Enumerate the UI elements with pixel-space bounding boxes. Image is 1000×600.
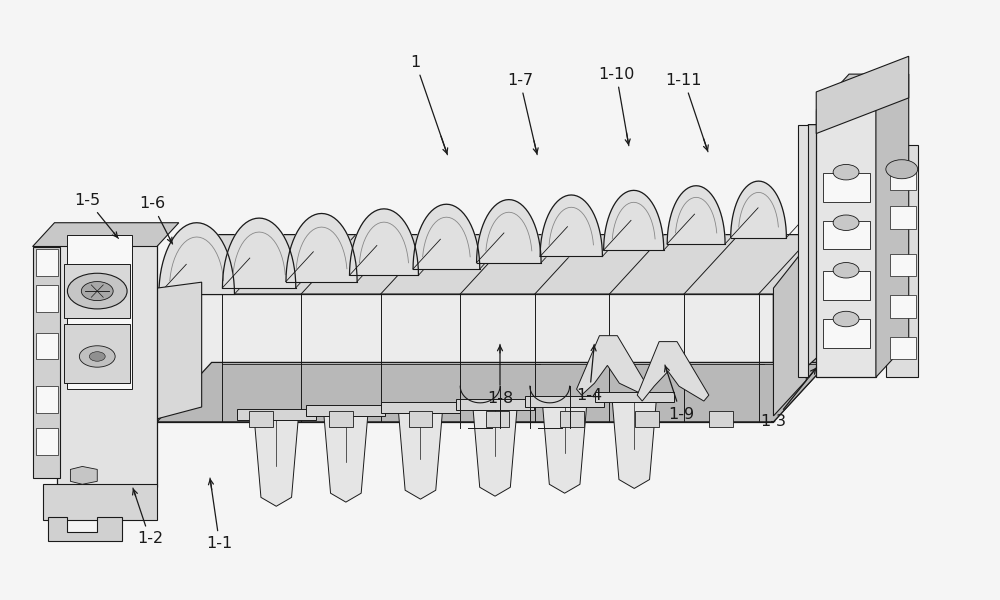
Polygon shape: [399, 413, 442, 499]
Polygon shape: [890, 337, 916, 359]
Polygon shape: [637, 341, 709, 401]
Polygon shape: [486, 411, 509, 427]
Polygon shape: [324, 416, 368, 502]
Polygon shape: [635, 411, 659, 427]
Circle shape: [833, 263, 859, 278]
Polygon shape: [773, 235, 828, 422]
Polygon shape: [731, 181, 786, 238]
Polygon shape: [540, 195, 602, 256]
Polygon shape: [157, 294, 773, 422]
Polygon shape: [595, 392, 674, 402]
Polygon shape: [477, 200, 541, 263]
Polygon shape: [709, 411, 733, 427]
Polygon shape: [43, 484, 157, 520]
Text: 1-10: 1-10: [598, 67, 635, 146]
Polygon shape: [157, 362, 828, 422]
Polygon shape: [473, 410, 517, 496]
Polygon shape: [64, 265, 130, 318]
Polygon shape: [350, 209, 418, 275]
Polygon shape: [543, 407, 587, 493]
Text: 1-8: 1-8: [487, 344, 513, 406]
Text: 1-4: 1-4: [576, 344, 603, 403]
Polygon shape: [816, 56, 909, 134]
Circle shape: [833, 311, 859, 327]
Polygon shape: [890, 206, 916, 229]
Polygon shape: [890, 254, 916, 276]
Polygon shape: [36, 332, 58, 359]
Text: 1-1: 1-1: [206, 478, 233, 551]
Polygon shape: [823, 271, 870, 300]
Polygon shape: [329, 411, 353, 427]
Polygon shape: [823, 173, 870, 202]
Polygon shape: [816, 74, 909, 110]
Polygon shape: [36, 386, 58, 413]
Text: 1-6: 1-6: [139, 196, 173, 244]
Polygon shape: [876, 74, 909, 377]
Polygon shape: [159, 223, 234, 294]
Polygon shape: [773, 247, 806, 416]
Text: 1-7: 1-7: [507, 73, 537, 155]
Polygon shape: [890, 167, 916, 190]
Polygon shape: [286, 214, 357, 281]
Polygon shape: [64, 324, 130, 383]
Circle shape: [89, 352, 105, 361]
Polygon shape: [413, 204, 480, 269]
Text: 1: 1: [410, 55, 447, 155]
Polygon shape: [57, 229, 157, 487]
Polygon shape: [816, 110, 876, 377]
Circle shape: [81, 281, 113, 301]
Polygon shape: [886, 145, 918, 377]
Polygon shape: [249, 411, 273, 427]
Polygon shape: [157, 235, 828, 294]
Polygon shape: [560, 411, 584, 427]
Polygon shape: [33, 247, 60, 478]
Polygon shape: [36, 428, 58, 455]
Polygon shape: [409, 411, 432, 427]
Polygon shape: [823, 319, 870, 347]
Polygon shape: [525, 396, 604, 407]
Circle shape: [833, 164, 859, 180]
Text: 1-3: 1-3: [760, 368, 816, 430]
Polygon shape: [254, 420, 298, 506]
Polygon shape: [823, 221, 870, 250]
Polygon shape: [157, 282, 202, 419]
Polygon shape: [36, 250, 58, 276]
Polygon shape: [456, 399, 534, 410]
Polygon shape: [70, 466, 97, 484]
Polygon shape: [306, 405, 385, 416]
Text: 1-9: 1-9: [665, 365, 694, 422]
Circle shape: [833, 215, 859, 230]
Text: 1-11: 1-11: [666, 73, 708, 152]
Polygon shape: [612, 402, 656, 488]
Polygon shape: [222, 218, 296, 288]
Circle shape: [79, 346, 115, 367]
Polygon shape: [48, 517, 122, 541]
Polygon shape: [36, 285, 58, 312]
Text: 1-5: 1-5: [74, 193, 118, 238]
Text: 1-2: 1-2: [133, 488, 163, 547]
Polygon shape: [381, 402, 460, 413]
Polygon shape: [604, 190, 664, 250]
Polygon shape: [667, 186, 725, 244]
Polygon shape: [33, 223, 179, 247]
Polygon shape: [890, 295, 916, 318]
Polygon shape: [798, 125, 808, 377]
Polygon shape: [237, 409, 316, 420]
Circle shape: [67, 273, 127, 309]
Polygon shape: [577, 335, 649, 395]
Circle shape: [886, 160, 918, 179]
Polygon shape: [808, 125, 828, 365]
Polygon shape: [67, 235, 132, 389]
